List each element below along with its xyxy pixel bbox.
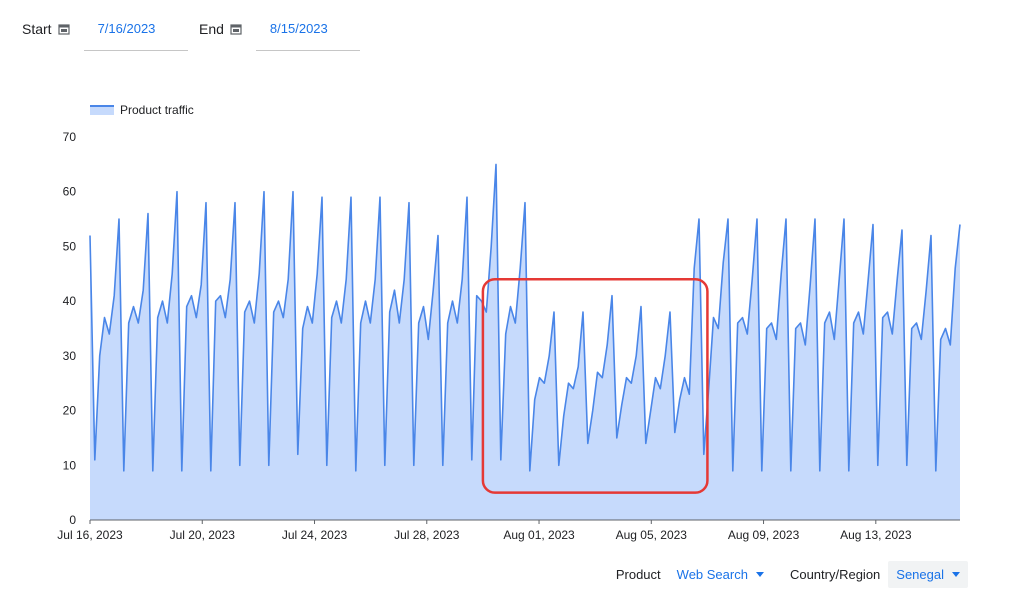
x-tick-label: Aug 05, 2023 [616,528,688,542]
x-tick-label: Jul 16, 2023 [57,528,123,542]
legend-swatch [90,105,114,115]
traffic-chart: 0 10 20 30 40 50 60 70 Jul 16, 2023 Jul 20, 2023 J… [57,130,961,542]
y-tick-label: 60 [63,185,77,199]
highlight-box [481,278,709,494]
x-tick-label: Jul 24, 2023 [282,528,348,542]
start-label-text: Start [22,21,52,37]
start-date-group: Start 7/16/2023 [22,12,188,51]
y-tick-label: 10 [63,458,77,472]
series-line [89,163,961,472]
x-tick-label: Jul 20, 2023 [170,528,236,542]
x-tick-label: Jul 28, 2023 [394,528,460,542]
product-filter-value: Web Search [676,567,748,582]
y-tick-label: 40 [63,294,77,308]
chart-legend: Product traffic [90,103,194,117]
x-tick-label: Aug 13, 2023 [840,528,912,542]
x-tick-label: Aug 01, 2023 [503,528,575,542]
calendar-icon[interactable] [57,23,70,35]
y-tick-label: 70 [63,130,77,144]
start-date-field[interactable]: 7/16/2023 [83,12,188,51]
caret-down-icon [952,572,960,577]
y-tick-label: 50 [63,239,77,253]
end-date-label: End [199,21,242,37]
series-area [90,164,960,520]
end-date-value: 8/15/2023 [269,21,328,36]
x-tick-label: Aug 09, 2023 [728,528,800,542]
product-filter-label: Product [615,567,661,582]
country-filter-label: Country/Region [789,567,881,582]
y-tick-label: 30 [63,349,77,363]
end-date-group: End 8/15/2023 [199,12,360,51]
y-tick-label: 20 [63,404,77,418]
legend-label: Product traffic [120,103,194,117]
caret-down-icon [755,572,764,577]
start-date-label: Start [22,21,70,37]
end-date-field[interactable]: 8/15/2023 [255,12,360,51]
country-filter-dropdown[interactable]: Senegal [888,561,968,588]
filter-bar: Product Web Search Country/Region Senega… [616,561,968,588]
product-filter-dropdown[interactable]: Web Search [669,561,772,588]
country-filter-value: Senegal [896,567,944,582]
calendar-icon[interactable] [230,23,242,35]
y-tick-label: 0 [69,513,76,527]
end-label-text: End [199,21,224,37]
start-date-value: 7/16/2023 [97,21,156,36]
